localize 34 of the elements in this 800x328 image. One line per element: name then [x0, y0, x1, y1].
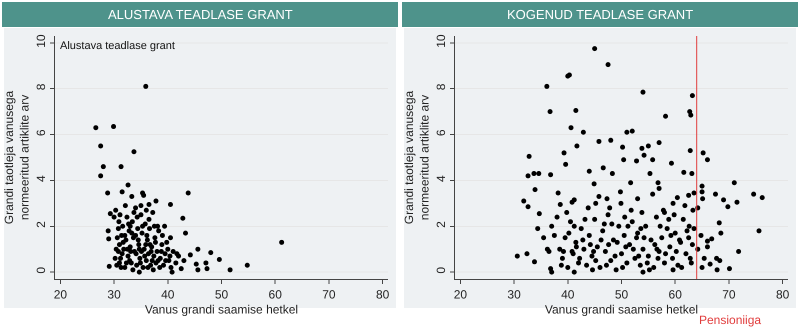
annotation: Alustava teadlase grant — [60, 40, 175, 52]
x-tick-label: 50 — [614, 287, 628, 302]
ref-line-label: Pensioniiga — [699, 313, 762, 327]
y-tick-label: 2 — [434, 220, 448, 228]
y-tick-label: 8 — [434, 83, 448, 90]
x-tick-label: 60 — [268, 287, 282, 302]
y-tick-label: 2 — [34, 220, 48, 228]
x-tick-label: 70 — [722, 287, 736, 302]
y-tick-label: 10 — [434, 34, 448, 48]
x-tick-label: 20 — [454, 287, 468, 302]
x-tick-label: 40 — [561, 287, 575, 302]
x-tick-label: 30 — [507, 287, 522, 302]
x-tick-label: 80 — [376, 287, 390, 302]
x-axis-title: Vanus grandi saamise hetkel — [544, 302, 698, 316]
x-axis-title: Vanus grandi saamise hetkel — [144, 302, 298, 316]
y-axis-title: Grandi taotleja vanusega normeeritud artiklite arv — [402, 90, 432, 224]
y-tick-label: 4 — [34, 174, 48, 182]
x-tick-label: 40 — [161, 287, 175, 302]
x-tick-label: 30 — [107, 287, 122, 302]
x-tick-label: 80 — [776, 287, 790, 302]
y-tick-label: 8 — [34, 83, 48, 90]
y-tick-label: 0 — [34, 266, 48, 274]
x-tick-label: 20 — [54, 287, 68, 302]
chart-title: ALUSTAVA TEADLASE GRANT — [108, 7, 293, 22]
y-tick-label: 0 — [434, 266, 448, 274]
y-axis-title: Grandi taotleja vanusega normeeritud artiklite arv — [2, 90, 32, 224]
chart-title: KOGENUD TEADLASE GRANT — [507, 7, 694, 22]
x-tick-label: 50 — [214, 287, 228, 302]
y-tick-label: 4 — [434, 174, 448, 182]
y-tick-label: 6 — [34, 129, 48, 136]
x-tick-label: 60 — [668, 287, 682, 302]
y-tick-label: 10 — [34, 34, 48, 48]
y-tick-label: 6 — [434, 129, 448, 136]
x-tick-label: 70 — [322, 287, 336, 302]
